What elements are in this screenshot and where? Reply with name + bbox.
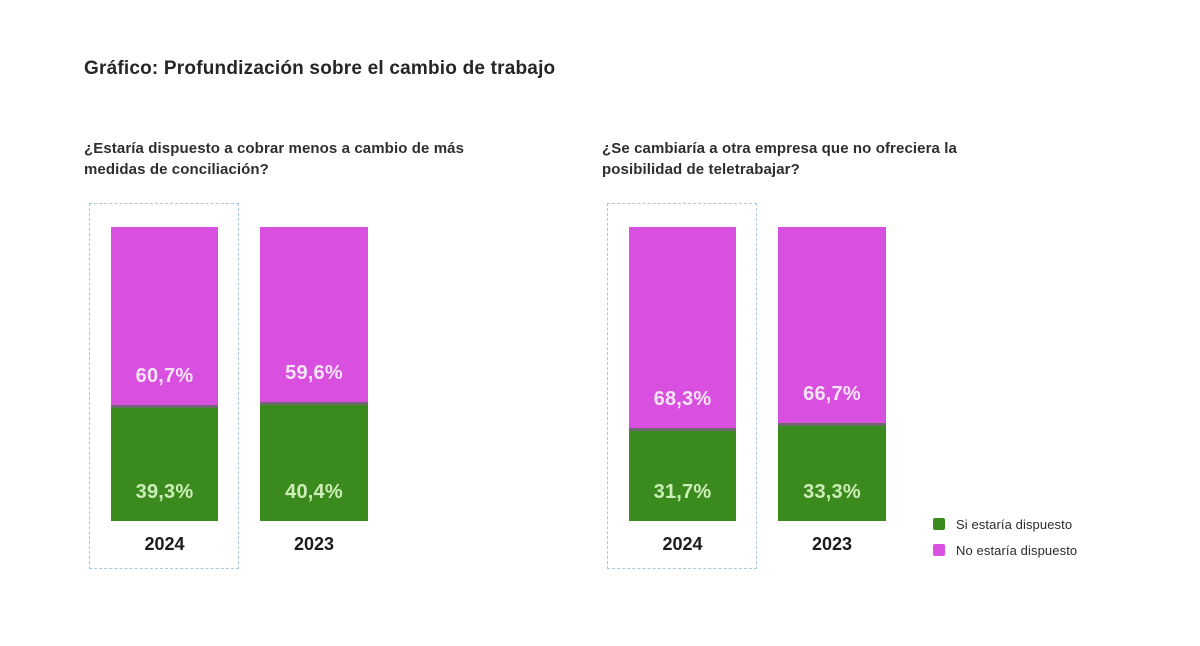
- legend-item-no: No estaría dispuesto: [933, 537, 1077, 563]
- legend-label-no: No estaría dispuesto: [956, 542, 1078, 558]
- legend-swatch-no-icon: [933, 544, 945, 556]
- value-label: 33,3%: [803, 480, 861, 503]
- chart-conciliacion: ¿Estaría dispuesto a cobrar menos a camb…: [84, 138, 574, 575]
- stacked-bar-2024: 60,7% 39,3%: [111, 227, 218, 521]
- value-label: 66,7%: [803, 383, 861, 406]
- segment-no-2024: 60,7%: [111, 227, 218, 406]
- legend-label-yes: Si estaría dispuesto: [956, 516, 1073, 532]
- value-label: 31,7%: [653, 480, 712, 503]
- highlight-box-2024: [607, 203, 757, 569]
- chart-question-left: ¿Estaría dispuesto a cobrar menos a camb…: [84, 140, 465, 178]
- legend-swatch-yes-icon: [933, 518, 945, 530]
- highlight-box-2024: [89, 203, 239, 569]
- segment-yes-2024: 31,7%: [629, 427, 736, 521]
- plot-area-right: 68,3% 31,7% 2024 66,7% 33,3% 2023: [602, 203, 1092, 575]
- legend-item-yes: Si estaría dispuesto: [933, 511, 1077, 537]
- chart-question-right: ¿Se cambiaría a otra empresa que no ofre…: [602, 140, 957, 178]
- value-label: 40,4%: [285, 480, 343, 503]
- value-label: 59,6%: [285, 362, 343, 385]
- segment-yes-2023: 33,3%: [778, 423, 886, 521]
- page-title: Gráfico: Profundización sobre el cambio …: [84, 58, 556, 79]
- value-label: 68,3%: [653, 387, 712, 410]
- value-label: 60,7%: [135, 365, 194, 388]
- category-label-2024: 2024: [144, 534, 185, 554]
- stacked-bar-2024: 68,3% 31,7%: [629, 227, 736, 521]
- category-label-2023: 2023: [293, 534, 335, 554]
- segment-yes-2024: 39,3%: [111, 405, 218, 521]
- legend: Si estaría dispuesto No estaría dispuest…: [933, 511, 1077, 563]
- stacked-bar-2023: 66,7% 33,3%: [778, 227, 886, 521]
- category-label-2024: 2024: [662, 534, 703, 554]
- segment-no-2024: 68,3%: [629, 227, 736, 428]
- segment-no-2023: 59,6%: [260, 227, 368, 403]
- category-label-2023: 2023: [811, 534, 853, 554]
- segment-no-2023: 66,7%: [778, 227, 886, 424]
- stacked-bar-2023: 59,6% 40,4%: [260, 227, 368, 521]
- value-label: 39,3%: [135, 480, 194, 503]
- chart-teletrabajo: ¿Se cambiaría a otra empresa que no ofre…: [602, 138, 1092, 575]
- plot-area-left: 60,7% 39,3% 2024 59,6% 40,4% 2023: [84, 203, 574, 575]
- segment-yes-2023: 40,4%: [260, 402, 368, 521]
